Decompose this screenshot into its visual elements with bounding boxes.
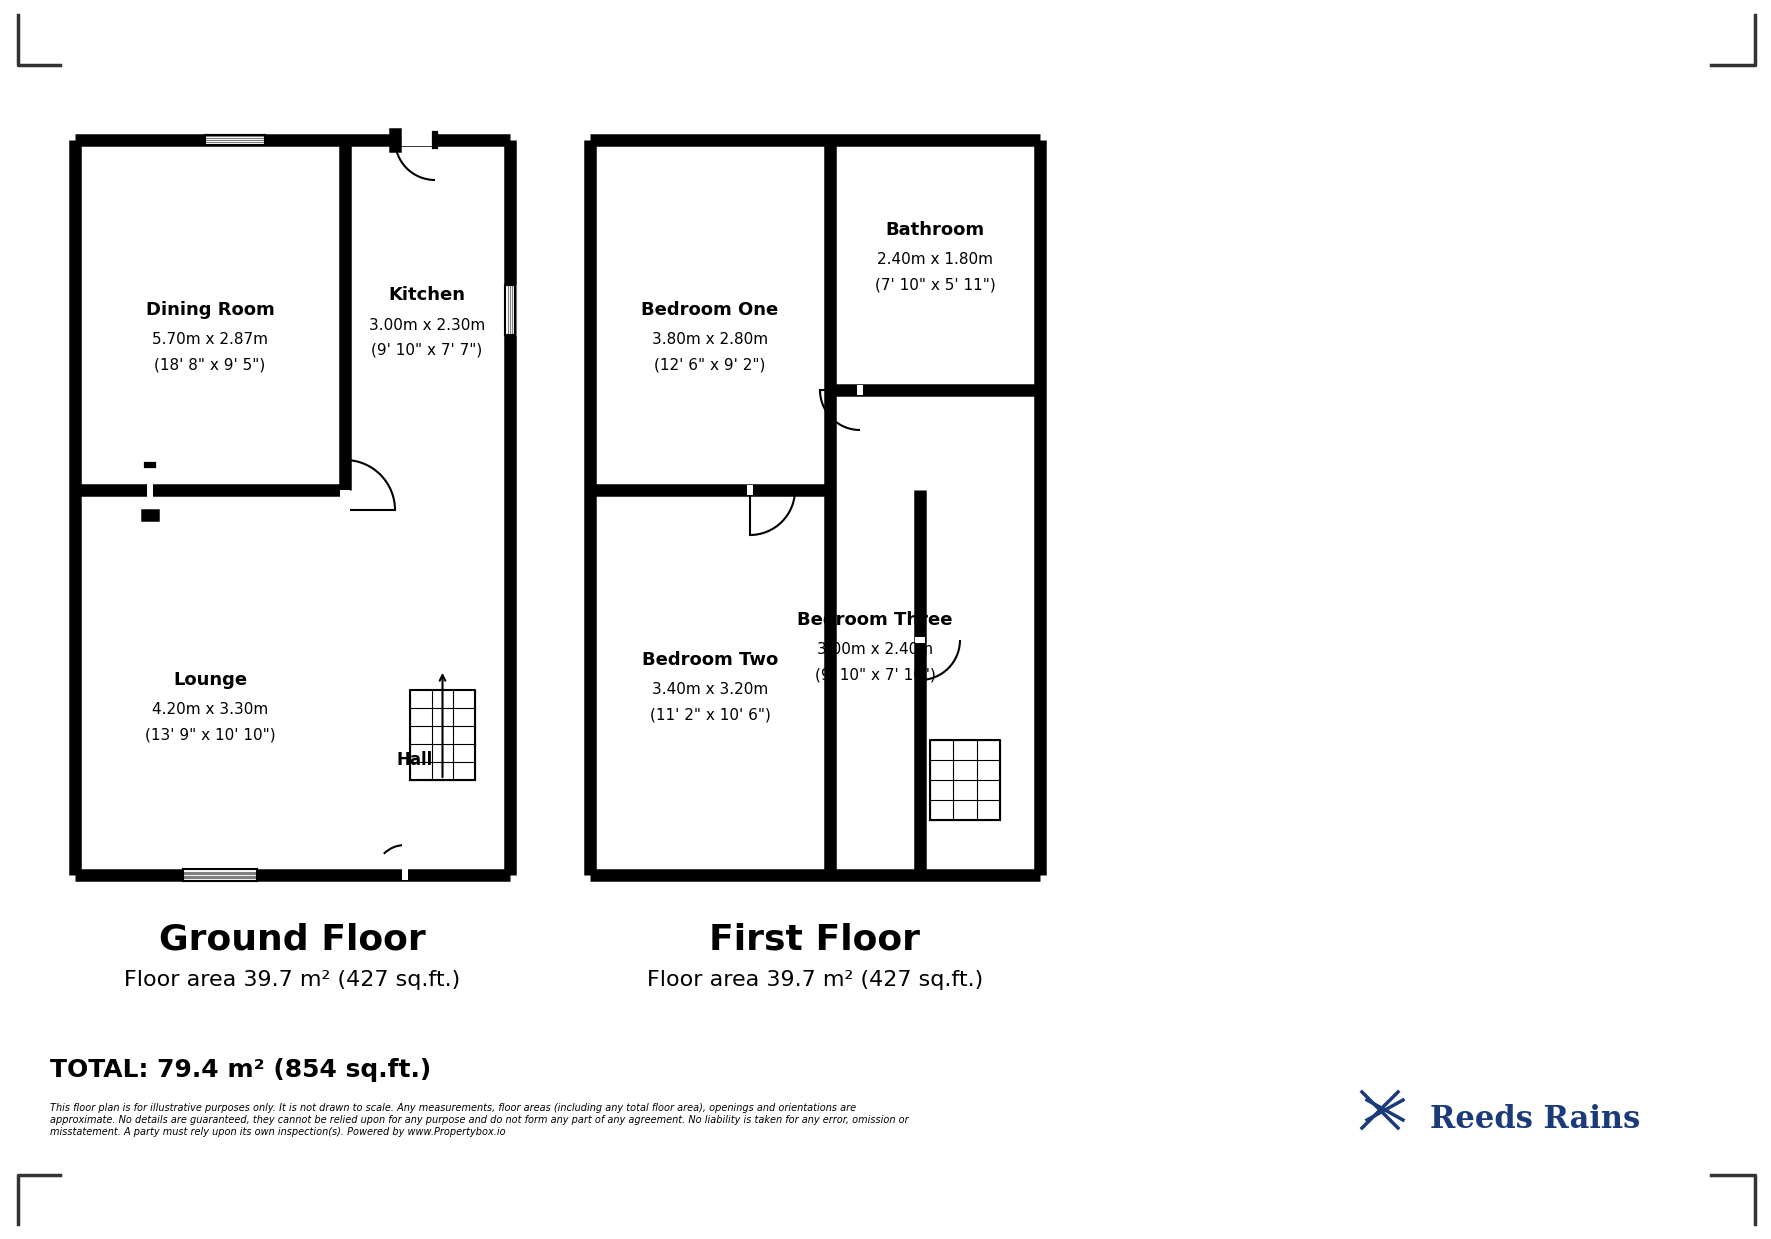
Text: Bedroom Three: Bedroom Three bbox=[797, 611, 953, 629]
Bar bbox=[747, 484, 753, 496]
Text: Ground Floor: Ground Floor bbox=[159, 923, 425, 957]
Text: 3.00m x 2.40m: 3.00m x 2.40m bbox=[816, 643, 933, 658]
Text: (9' 10" x 7' 10"): (9' 10" x 7' 10") bbox=[815, 668, 935, 683]
Text: Floor area 39.7 m² (427 sq.ft.): Floor area 39.7 m² (427 sq.ft.) bbox=[124, 970, 460, 990]
Text: 3.00m x 2.30m: 3.00m x 2.30m bbox=[368, 317, 485, 332]
Text: Bedroom Two: Bedroom Two bbox=[641, 650, 777, 669]
Text: (12' 6" x 9' 2"): (12' 6" x 9' 2") bbox=[653, 358, 765, 373]
Bar bbox=[916, 637, 924, 643]
Text: Kitchen: Kitchen bbox=[388, 286, 466, 304]
Bar bbox=[857, 385, 862, 395]
Bar bbox=[74, 140, 510, 875]
Bar bbox=[340, 489, 351, 550]
Text: (18' 8" x 9' 5"): (18' 8" x 9' 5") bbox=[154, 358, 266, 373]
Text: 5.70m x 2.87m: 5.70m x 2.87m bbox=[152, 332, 267, 347]
Bar bbox=[505, 285, 515, 335]
Text: Lounge: Lounge bbox=[174, 672, 248, 689]
Bar bbox=[147, 465, 152, 515]
Text: (9' 10" x 7' 7"): (9' 10" x 7' 7") bbox=[372, 342, 483, 358]
Text: (11' 2" x 10' 6"): (11' 2" x 10' 6") bbox=[650, 707, 770, 722]
Text: 3.80m x 2.80m: 3.80m x 2.80m bbox=[652, 332, 769, 347]
Bar bbox=[340, 510, 351, 570]
Text: 2.40m x 1.80m: 2.40m x 1.80m bbox=[877, 253, 994, 268]
Text: TOTAL: 79.4 m² (854 sq.ft.): TOTAL: 79.4 m² (854 sq.ft.) bbox=[50, 1058, 432, 1082]
Bar bbox=[205, 135, 266, 145]
Text: Bathroom: Bathroom bbox=[886, 221, 985, 239]
Bar bbox=[395, 134, 436, 146]
Text: (7' 10" x 5' 11"): (7' 10" x 5' 11") bbox=[875, 278, 995, 292]
Text: 3.40m x 3.20m: 3.40m x 3.20m bbox=[652, 683, 769, 698]
Text: Dining Room: Dining Room bbox=[145, 301, 275, 318]
Text: Bedroom One: Bedroom One bbox=[641, 301, 779, 318]
Bar bbox=[402, 840, 407, 880]
Bar bbox=[182, 870, 259, 880]
Text: First Floor: First Floor bbox=[710, 923, 921, 957]
Text: (13' 9" x 10' 10"): (13' 9" x 10' 10") bbox=[145, 727, 275, 742]
Text: Reeds Rains: Reeds Rains bbox=[1429, 1104, 1640, 1135]
Text: Floor area 39.7 m² (427 sq.ft.): Floor area 39.7 m² (427 sq.ft.) bbox=[646, 970, 983, 990]
Bar bbox=[590, 140, 1040, 875]
Text: Hall: Hall bbox=[397, 751, 434, 769]
Text: This floor plan is for illustrative purposes only. It is not drawn to scale. Any: This floor plan is for illustrative purp… bbox=[50, 1104, 909, 1136]
Text: 4.20m x 3.30m: 4.20m x 3.30m bbox=[152, 703, 267, 717]
